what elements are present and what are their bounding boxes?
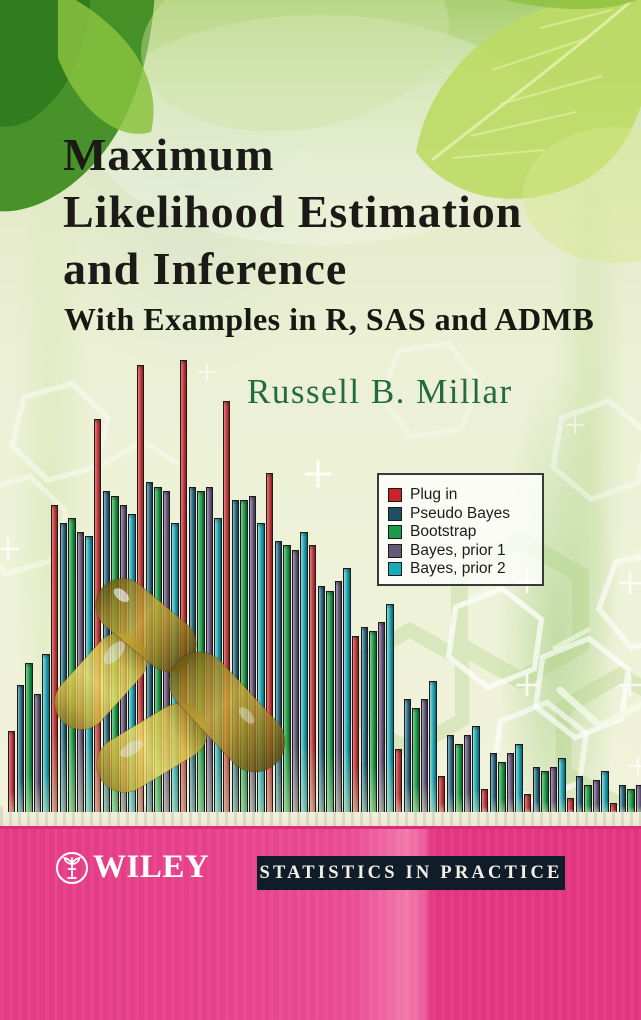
bar-s4-g13 [549,767,558,812]
bar-s2-g7 [274,541,282,812]
bar-s3-g5 [197,491,205,812]
bar-s2-g9 [360,627,368,812]
bar-s5-g6 [257,523,265,812]
title-line-1: Maximum [63,129,275,180]
bar-s5-g12 [515,744,523,812]
bar-s1-g10 [395,749,403,812]
bar-s1-g9 [352,636,360,812]
bar-s5-g14 [601,771,609,812]
capsule-olive-top [95,577,197,673]
bar-s5-g1 [42,654,50,812]
legend-label: Bayes, prior 1 [410,541,506,559]
bar-s3-g9 [369,631,377,812]
legend-label: Plug in [410,486,458,504]
bar-s4-g1 [33,694,42,812]
bar-s3-g13 [541,771,549,812]
legend-label: Bayes, prior 2 [410,560,506,578]
bar-s1-g6 [223,401,231,812]
bar-s1-g5 [180,360,188,812]
legend-row-5: Bayes, prior 2 [388,560,534,579]
bar-s1-g8 [309,545,317,812]
capsule-olive-right [168,651,286,773]
wiley-colophon-icon [56,851,88,884]
legend-swatch-icon [388,562,402,577]
legend-label: Pseudo Bayes [410,504,510,522]
bar-s2-g1 [16,685,24,812]
book-author: Russell B. Millar [247,372,513,411]
legend-swatch-icon [388,506,402,521]
chart-legend: Plug in Pseudo Bayes Bootstrap Bayes, prior… [377,473,544,586]
bar-s5-g9 [386,604,394,812]
capsule-pills [54,577,286,793]
legend-label: Bootstrap [410,523,477,541]
title-line-2: Likelihood Estimation [63,186,523,237]
bar-s3-g10 [412,708,420,812]
bar-s2-g12 [489,753,497,812]
bar-s3-g14 [584,785,592,812]
bar-s5-g7 [300,532,308,812]
legend-row-2: Pseudo Bayes [388,505,534,524]
bar-s1-g15 [610,803,618,812]
bar-s2-g10 [403,699,411,812]
bar-s2-g13 [532,767,540,812]
legend-row-3: Bootstrap [388,523,534,542]
bar-s3-g1 [25,663,33,812]
book-title: Maximum Likelihood Estimation and Infere… [63,126,522,297]
title-line-3: and Inference [63,243,348,294]
footer-band: WILEY STATISTICS IN PRACTICE [0,826,641,1020]
legend-swatch-icon [388,543,402,558]
bar-s4-g6 [248,496,257,812]
series-badge: STATISTICS IN PRACTICE [257,856,565,890]
bar-s4-g10 [420,699,429,812]
book-subtitle: With Examples in R, SAS and ADMB [64,301,595,337]
legend-swatch-icon [388,488,402,503]
bar-s5-g13 [558,758,566,812]
bar-s2-g11 [446,735,454,812]
bar-s3-g6 [240,500,248,812]
bar-s4-g7 [291,550,300,812]
bar-s4-g11 [463,735,472,812]
bar-s4-g8 [334,581,343,812]
bar-s5-g8 [343,568,351,812]
wiley-wordmark: WILEY [93,849,210,885]
bar-s3-g8 [326,591,334,812]
legend-row-4: Bayes, prior 1 [388,542,534,561]
wiley-logo: WILEY [54,849,209,886]
legend-row-1: Plug in [388,486,534,505]
bar-s3-g11 [455,744,463,812]
bar-s1-g7 [266,473,274,812]
bar-s1-g2 [51,505,59,812]
bar-s2-g15 [618,785,626,812]
bar-s4-g14 [592,780,601,812]
bar-s2-g6 [231,500,239,812]
leaf-background [0,0,641,263]
bar-s1-g13 [524,794,532,812]
bar-s2-g2 [59,523,67,812]
bar-s3-g2 [68,518,76,812]
bar-s4-g12 [506,753,515,812]
bar-s3-g12 [498,762,506,812]
bar-s1-g12 [481,789,489,812]
bar-s1-g11 [438,776,446,812]
bar-s4-g9 [377,622,386,812]
bar-s2-g14 [575,776,583,812]
bar-s5-g11 [472,726,480,812]
bar-s2-g8 [317,586,325,812]
bar-s5-g10 [429,681,437,812]
bar-s3-g7 [283,545,291,812]
bar-s1-g14 [567,798,575,812]
bar-s4-g15 [635,785,641,812]
bar-s4-g5 [205,487,214,812]
bar-s3-g15 [627,789,635,812]
bar-s1-g1 [8,731,16,812]
legend-swatch-icon [388,525,402,540]
